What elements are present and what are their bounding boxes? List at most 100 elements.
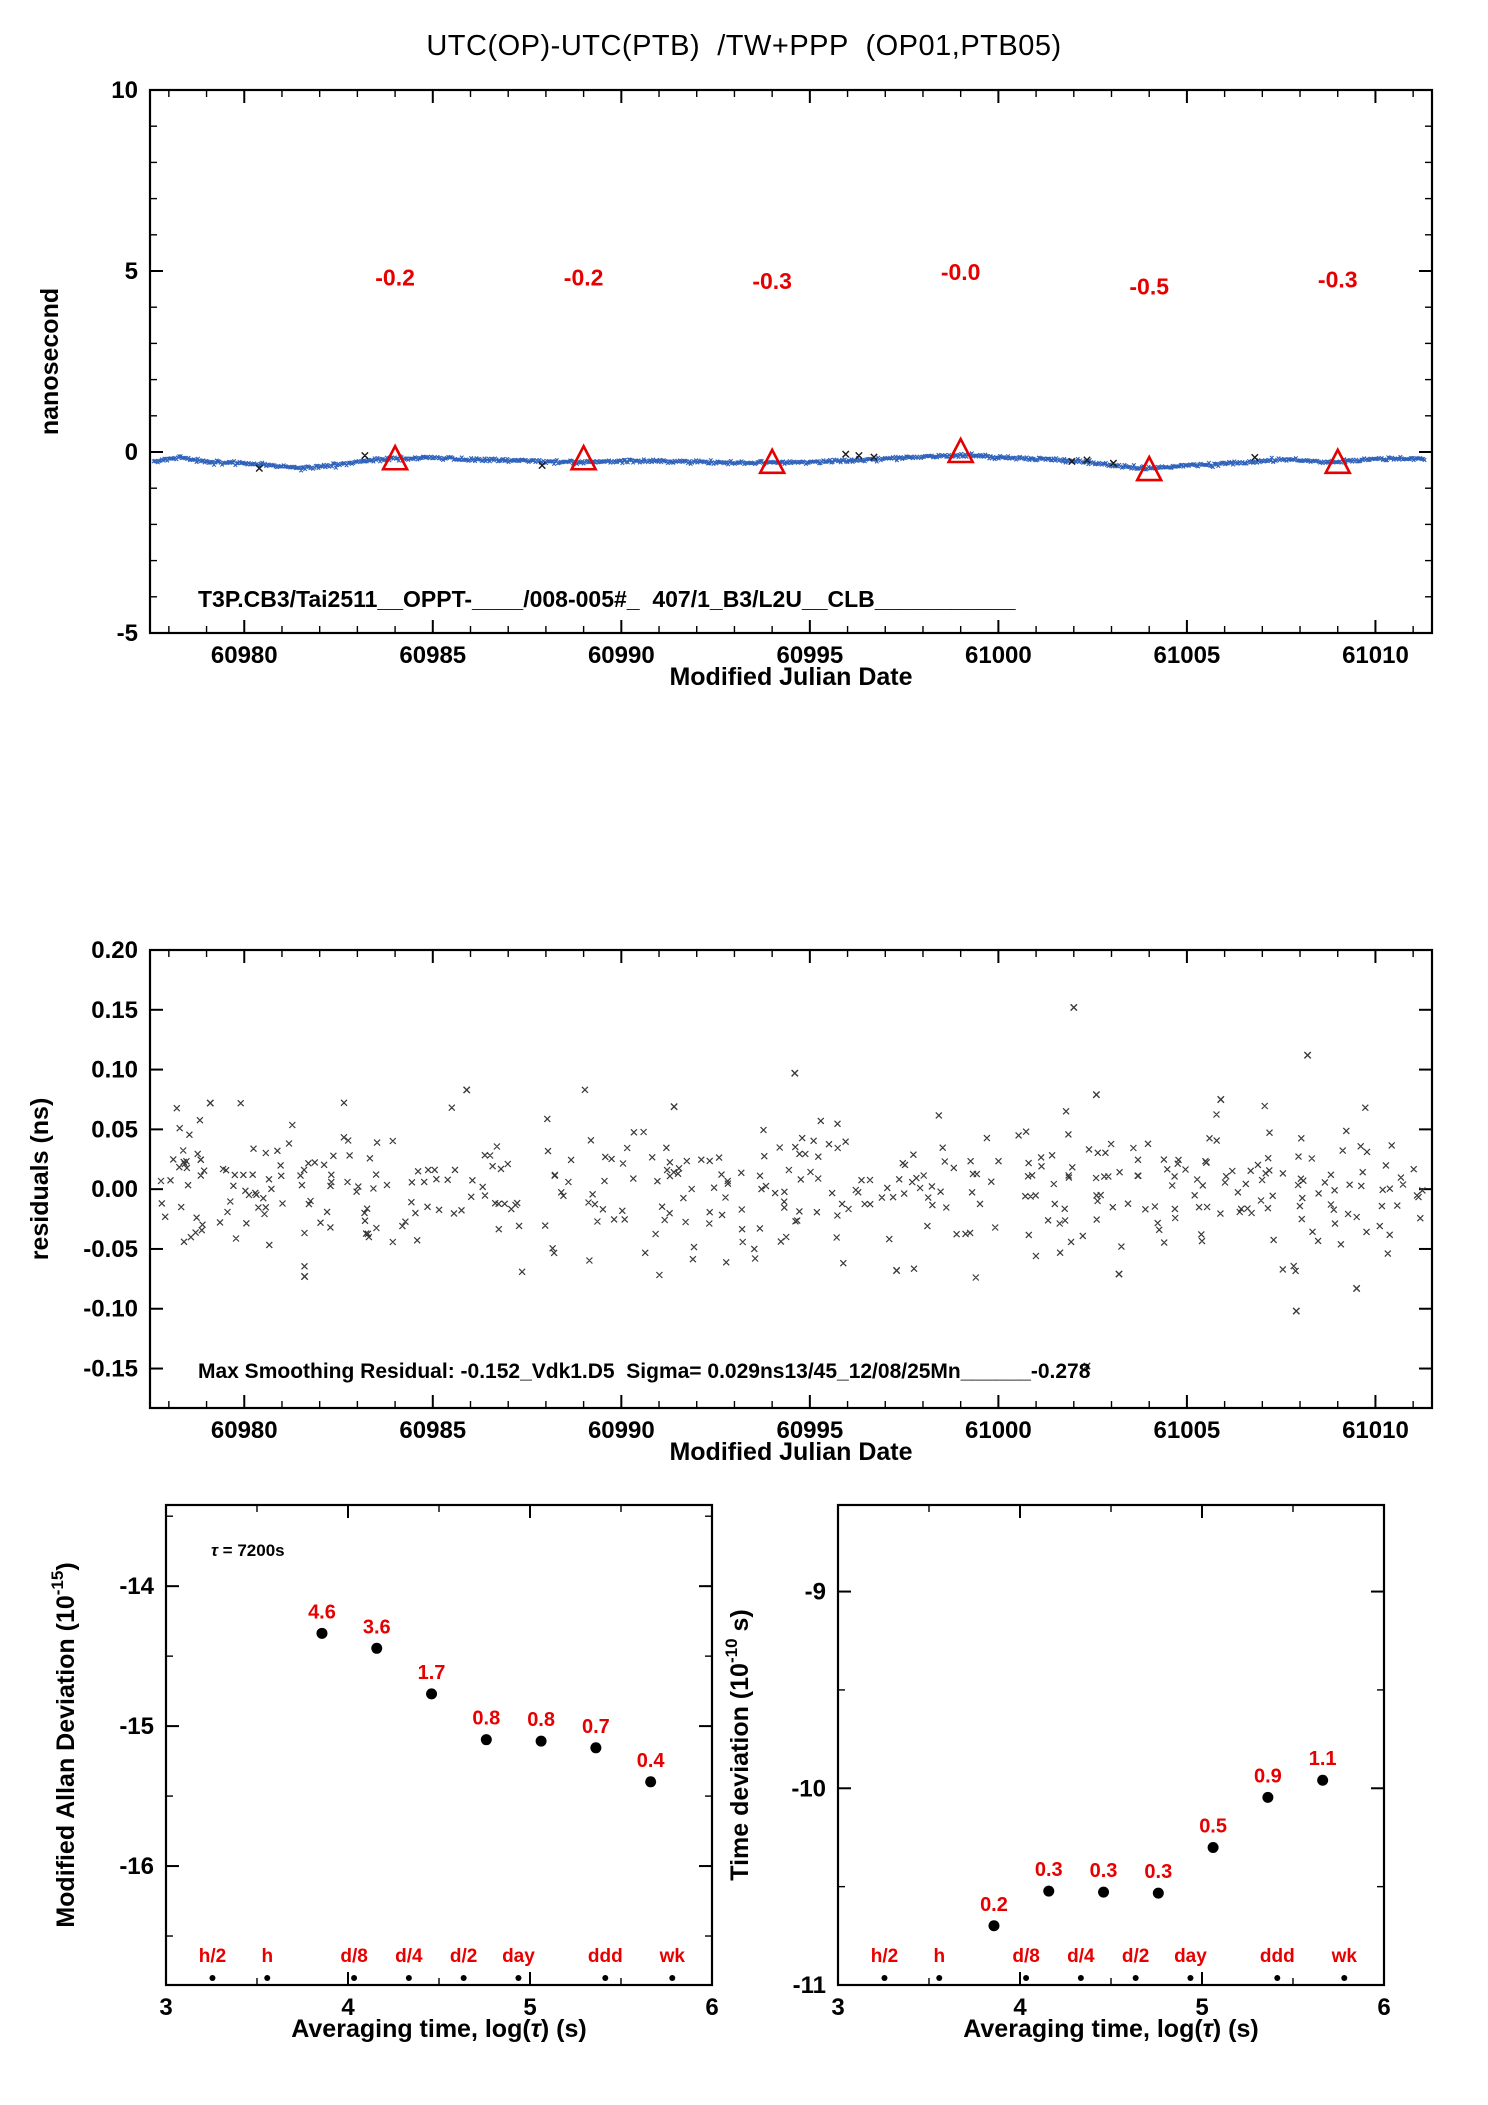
svg-text:61000: 61000 [965,1417,1032,1444]
svg-text:3: 3 [159,1994,172,2021]
svg-text:residuals (ns): residuals (ns) [26,1098,54,1261]
svg-text:0.15: 0.15 [91,997,138,1024]
svg-text:61000: 61000 [965,642,1032,669]
svg-text:-0.3: -0.3 [1318,266,1358,292]
madev-axes: 3 4 5 6 -16 -15 -14 Averaging time, log(τ) (s) M… [48,1503,719,2043]
svg-text:d/4: d/4 [395,1946,423,1967]
svg-text:60990: 60990 [588,1417,655,1444]
svg-text:-0.5: -0.5 [1129,274,1169,300]
svg-text:-14: -14 [119,1573,154,1600]
svg-text:ddd: ddd [588,1946,623,1967]
svg-text:0.3: 0.3 [1035,1859,1063,1881]
svg-text:h/2: h/2 [871,1946,898,1967]
tdev-points: 0.2 0.3 0.3 0.3 0.5 0.9 1.1 [980,1748,1337,1932]
svg-text:Time deviation (10-10 s): Time deviation (10-10 s) [722,1609,754,1880]
residuals-annotation: Max Smoothing Residual: -0.152_Vdk1.D5 S… [198,1360,1091,1383]
svg-text:-0.0: -0.0 [941,259,981,285]
svg-text:0.10: 0.10 [91,1057,138,1084]
residuals-data [157,1003,1426,1370]
madev-points: 4.6 3.6 1.7 0.8 0.8 0.7 0.4 [308,1601,666,1788]
svg-text:61010: 61010 [1342,642,1409,669]
svg-text:0.2: 0.2 [980,1894,1008,1916]
tau-annotation-text: = 7200s [217,1541,285,1560]
svg-text:1.1: 1.1 [1309,1748,1337,1770]
svg-text:0.7: 0.7 [582,1716,610,1738]
svg-text:5: 5 [1195,1994,1208,2021]
svg-text:0.5: 0.5 [1199,1815,1227,1837]
svg-text:60985: 60985 [399,1417,466,1444]
svg-text:60990: 60990 [588,642,655,669]
svg-text:day: day [1174,1946,1207,1967]
tau-symbol: τ [211,1541,218,1560]
svg-text:h: h [261,1946,273,1967]
svg-text:10: 10 [111,77,138,104]
svg-text:h: h [933,1946,945,1967]
svg-text:0: 0 [125,439,138,466]
tau-annotation: τ = 7200s [211,1541,285,1561]
svg-text:h/2: h/2 [199,1946,226,1967]
svg-text:0.3: 0.3 [1144,1861,1172,1883]
svg-text:61005: 61005 [1154,642,1221,669]
svg-text:ddd: ddd [1260,1946,1295,1967]
svg-text:0.05: 0.05 [91,1116,138,1143]
svg-text:Modified Julian Date: Modified Julian Date [669,663,912,691]
svg-text:5: 5 [523,1994,536,2021]
svg-text:60985: 60985 [399,642,466,669]
chart-title: UTC(OP)-UTC(PTB) /TW+PPP (OP01,PTB05) [426,30,1062,62]
svg-text:1.7: 1.7 [418,1662,446,1684]
svg-text:d/4: d/4 [1067,1946,1095,1967]
svg-text:60995: 60995 [776,1417,843,1444]
svg-text:3.6: 3.6 [363,1616,391,1638]
phase-axes: 60980 60985 60990 60995 61000 61005 61010 -5 0 5 1… [36,77,1434,691]
svg-text:Averaging time, log(τ) (s): Averaging time, log(τ) (s) [291,2015,586,2043]
svg-text:d/2: d/2 [450,1946,477,1967]
svg-text:60995: 60995 [776,642,843,669]
svg-text:6: 6 [705,1994,718,2021]
svg-text:d/8: d/8 [1012,1946,1039,1967]
svg-text:-0.05: -0.05 [83,1236,138,1263]
svg-text:-0.15: -0.15 [83,1356,138,1383]
svg-text:-5: -5 [117,620,138,647]
madev-tau-marks: h/2 h d/8 d/4 d/2 day ddd wk [199,1946,686,1981]
svg-text:60980: 60980 [211,1417,278,1444]
svg-text:wk: wk [659,1946,686,1967]
svg-text:0.8: 0.8 [527,1709,555,1731]
svg-text:0.8: 0.8 [472,1708,500,1730]
residuals-axes: 60980 60985 60990 60995 61000 61005 61010 -0.15… [26,937,1434,1466]
svg-text:0.00: 0.00 [91,1176,138,1203]
svg-text:0.4: 0.4 [637,1750,666,1772]
svg-text:0.20: 0.20 [91,937,138,964]
svg-text:-0.2: -0.2 [375,264,415,290]
svg-text:-0.2: -0.2 [564,264,604,290]
svg-text:3: 3 [831,1994,844,2021]
svg-text:0.3: 0.3 [1090,1860,1118,1882]
svg-text:nanosecond: nanosecond [36,288,64,435]
svg-text:Averaging time, log(τ) (s): Averaging time, log(τ) (s) [963,2015,1258,2043]
svg-text:60980: 60980 [211,642,278,669]
svg-text:-0.10: -0.10 [83,1296,138,1323]
svg-text:0.9: 0.9 [1254,1765,1282,1787]
tdev-axes: 3 4 5 6 -11 -10 -9 Averaging time, log(τ) (s) Ti… [722,1503,1391,2043]
svg-text:d/8: d/8 [340,1946,367,1967]
svg-text:Modified Julian Date: Modified Julian Date [669,1438,912,1466]
svg-text:5: 5 [125,258,138,285]
svg-text:4: 4 [1013,1994,1027,2021]
phase-calibration-triangles: -0.2 -0.2 -0.3 -0.0 -0.5 -0.3 [375,259,1358,482]
svg-text:6: 6 [1377,1994,1390,2021]
svg-text:wk: wk [1331,1946,1358,1967]
svg-text:61005: 61005 [1154,1417,1221,1444]
svg-text:4: 4 [341,1994,355,2021]
svg-text:-11: -11 [793,1972,826,1999]
svg-text:4.6: 4.6 [308,1601,336,1623]
svg-text:-15: -15 [119,1713,154,1740]
svg-text:day: day [502,1946,535,1967]
svg-text:61010: 61010 [1342,1417,1409,1444]
svg-text:-10: -10 [791,1775,826,1802]
svg-text:d/2: d/2 [1122,1946,1149,1967]
tdev-tau-marks: h/2 h d/8 d/4 d/2 day ddd wk [871,1946,1358,1981]
phase-data [151,450,1427,473]
svg-text:-0.3: -0.3 [752,268,792,294]
svg-text:-16: -16 [119,1853,154,1880]
